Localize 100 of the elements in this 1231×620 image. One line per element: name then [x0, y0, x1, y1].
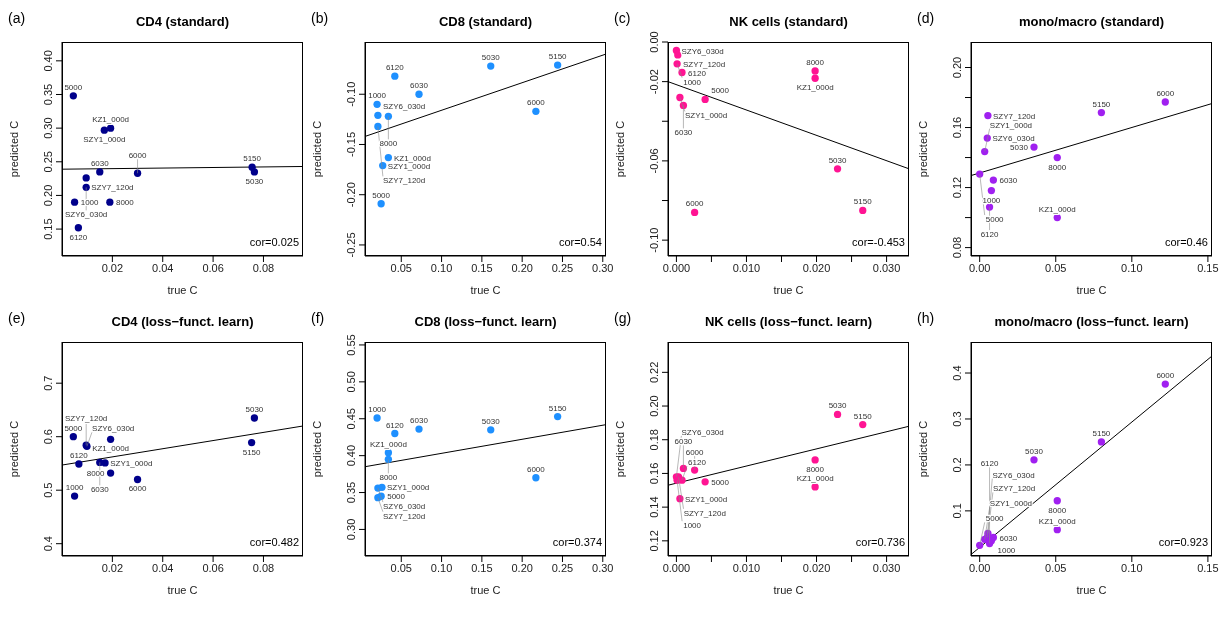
y-axis-title: predicted C [310, 420, 323, 478]
y-tick-label: 0.50 [345, 371, 357, 393]
x-tick-label: 0.06 [202, 261, 224, 274]
annotation: SZY7_120d [682, 59, 726, 69]
x-tick-label: 0.04 [152, 261, 174, 274]
x-tick-label: 0.08 [252, 261, 275, 274]
annotation: 5030 [1025, 446, 1044, 456]
x-tick-label: 0.08 [252, 561, 275, 574]
y-tick-label: 0.14 [648, 496, 660, 518]
annotation: 1000 [683, 521, 702, 531]
y-tick-label: 0.12 [951, 176, 963, 199]
y-tick-label: 0.40 [345, 444, 357, 467]
annotation: 1000 [683, 77, 702, 87]
y-tick-label: 0.20 [648, 395, 660, 417]
annotation: SZY6_030d [681, 427, 724, 437]
y-axis-title: predicted C [310, 120, 323, 178]
x-tick-label: 0.020 [802, 261, 831, 274]
chart-title: mono/macro (loss−funct. learn) [993, 314, 1190, 329]
annotation: SZY7_120d [993, 111, 1036, 121]
annotation: 5030 [245, 176, 264, 186]
annotation: 1000 [80, 198, 100, 208]
annotation: 5030 [828, 155, 847, 165]
x-tick-label: 0.030 [872, 561, 901, 574]
x-axis-title: true C [167, 284, 198, 296]
x-tick-label: 0.02 [101, 561, 124, 574]
annotation: 6000 [1156, 371, 1175, 381]
text: (b) [311, 10, 329, 26]
annotation: cor=0.54 [557, 236, 602, 248]
x-tick-label: 0.15 [471, 261, 493, 274]
y-axis-title: predicted C [916, 120, 929, 178]
annotation: 5150 [242, 447, 262, 457]
y-tick-label: 0.30 [42, 117, 54, 139]
annotation: 6030 [999, 533, 1018, 543]
text: (g) [614, 310, 632, 326]
y-tick-label: 0.40 [42, 50, 54, 72]
x-tick-label: 0.030 [872, 261, 901, 274]
x-tick-label: 0.00 [968, 261, 991, 274]
annotation: 8000 [379, 473, 398, 483]
annotation: 5030 [828, 401, 847, 411]
annotation: 6000 [685, 199, 705, 209]
annotation: 6000 [685, 448, 705, 458]
annotation: KZ1_000d [393, 153, 431, 163]
y-tick-label: 0.20 [42, 184, 54, 207]
annotation: SZY1_000d [387, 483, 430, 493]
y-tick-label: -0.25 [345, 232, 357, 258]
annotation: SZY7_120d [91, 182, 134, 192]
y-tick-label: 0.1 [951, 503, 963, 519]
x-tick-label: 0.05 [390, 261, 412, 274]
x-tick-label: 0.20 [511, 561, 533, 574]
annotation: 5030 [481, 416, 501, 426]
y-axis-title: predicted C [916, 420, 929, 478]
annotation: SZY1_000d [83, 135, 126, 145]
x-axis-title: true C [1076, 284, 1107, 296]
annotation: 5150 [1092, 99, 1111, 109]
annotation: 8000 [1048, 162, 1067, 172]
annotation: KZ1_000d [369, 439, 407, 449]
annotation: 5000 [711, 477, 730, 487]
x-tick-label: 0.000 [662, 261, 691, 274]
chart-title: CD8 (standard) [437, 14, 534, 29]
x-tick-label: 0.20 [511, 261, 533, 274]
annotation: SZY6_030d [992, 470, 1035, 480]
x-tick-label: 0.00 [968, 561, 991, 574]
x-tick-label: 0.010 [732, 561, 761, 574]
y-tick-label: 0.15 [42, 218, 54, 240]
y-tick-label: 0.7 [42, 375, 54, 391]
text: (h) [917, 310, 935, 326]
y-tick-label: 0.5 [42, 482, 54, 498]
annotation: cor=0.46 [1163, 236, 1208, 248]
y-tick-label: -0.20 [345, 182, 357, 208]
x-tick-label: 0.000 [662, 561, 691, 574]
x-axis-title: true C [773, 284, 804, 296]
x-tick-label: 0.30 [592, 261, 614, 274]
annotation: SZY1_000d [685, 494, 728, 504]
y-tick-label: -0.10 [345, 81, 357, 107]
x-axis-title: true C [470, 584, 501, 596]
y-tick-label: -0.10 [648, 227, 660, 253]
annotation: 6030 [410, 416, 429, 426]
annotation: 5150 [1092, 428, 1111, 438]
annotation: 1000 [368, 91, 387, 101]
annotation: 8000 [1048, 505, 1067, 515]
annotation: cor=0.025 [248, 236, 299, 248]
annotation: 5030 [1010, 143, 1029, 153]
annotation: 5000 [985, 514, 1005, 524]
annotation: KZ1_000d [796, 83, 834, 93]
annotation: 1000 [65, 483, 85, 493]
chart-title: CD4 (standard) [134, 14, 231, 29]
annotation: cor=0.374 [551, 536, 602, 548]
annotation: SZY6_030d [92, 424, 135, 434]
annotation: cor=-0.453 [851, 236, 905, 248]
annotation: KZ1_000d [1038, 516, 1076, 526]
y-tick-label: 0.4 [951, 365, 963, 381]
annotation: 6000 [128, 484, 147, 494]
annotation: 6030 [999, 176, 1018, 186]
annotation: 8000 [115, 198, 135, 208]
y-tick-label: 0.20 [951, 56, 963, 79]
text: (a) [8, 10, 26, 26]
x-tick-label: 0.25 [551, 561, 574, 574]
y-tick-label: 0.25 [42, 151, 54, 173]
text: (c) [614, 10, 631, 26]
y-tick-label: 0.18 [648, 429, 660, 451]
